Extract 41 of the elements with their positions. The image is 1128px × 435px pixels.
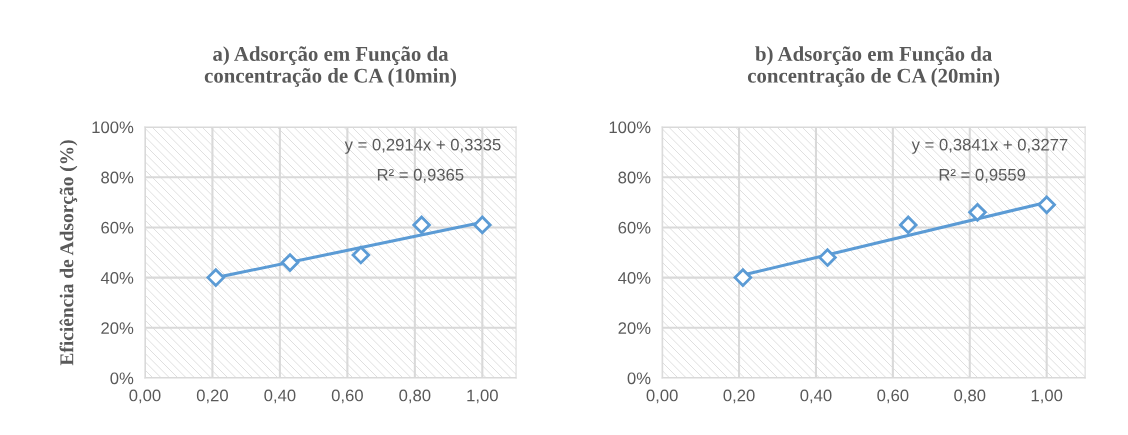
point: [733, 268, 753, 287]
point: [968, 203, 987, 222]
y-tick-label: 40%: [100, 272, 134, 284]
y-tick-label: 0%: [627, 372, 651, 385]
x-tick-label: 0,40: [264, 389, 296, 404]
y-axis-title: Eficiência de Adsorção (%): [59, 140, 78, 366]
point: [1037, 195, 1056, 215]
y-tick-label: 100%: [92, 121, 134, 134]
x-tick-label: 0,40: [800, 389, 832, 404]
x-tick-label: 0,80: [954, 389, 986, 404]
x-tick-label: 0,80: [399, 389, 431, 404]
y-tick-label: 80%: [101, 171, 134, 184]
y-tick-label: 60%: [618, 221, 651, 234]
x-tick-label: 1,00: [467, 389, 498, 404]
y-tick-label: 20%: [101, 322, 134, 335]
x-tick-label: 0,60: [877, 389, 909, 404]
chart-title: b) Adsorção em Função da concentração de CA (20min): [747, 46, 1000, 88]
point: [280, 253, 300, 272]
annotation: y = 0,3841x + 0,3277: [911, 138, 1068, 154]
x-tick-label: 0,00: [129, 389, 161, 404]
annotation: R² = 0,9365: [377, 168, 464, 183]
y-tick-label: 40%: [618, 272, 651, 284]
chart-title: a) Adsorção em Função da concentração de CA (10min): [204, 46, 457, 88]
point: [473, 215, 492, 235]
y-tick-label: 100%: [609, 121, 651, 134]
annotation: y = 0,2914x + 0,3335: [344, 138, 501, 154]
x-tick-label: 0,20: [196, 389, 228, 404]
y-tick-label: 0%: [110, 372, 134, 385]
annotation: R² = 0,9559: [939, 168, 1026, 183]
y-tick-label: 20%: [618, 322, 651, 335]
x-tick-label: 0,20: [723, 389, 755, 404]
x-tick-label: 0,00: [646, 389, 678, 404]
point: [899, 215, 918, 235]
point: [206, 268, 226, 287]
y-tick-label: 80%: [618, 171, 651, 184]
point: [412, 215, 431, 235]
point: [818, 248, 837, 267]
point: [351, 245, 371, 265]
x-tick-label: 0,60: [331, 389, 363, 404]
x-tick-label: 1,00: [1031, 389, 1063, 404]
y-tick-label: 60%: [101, 221, 134, 234]
